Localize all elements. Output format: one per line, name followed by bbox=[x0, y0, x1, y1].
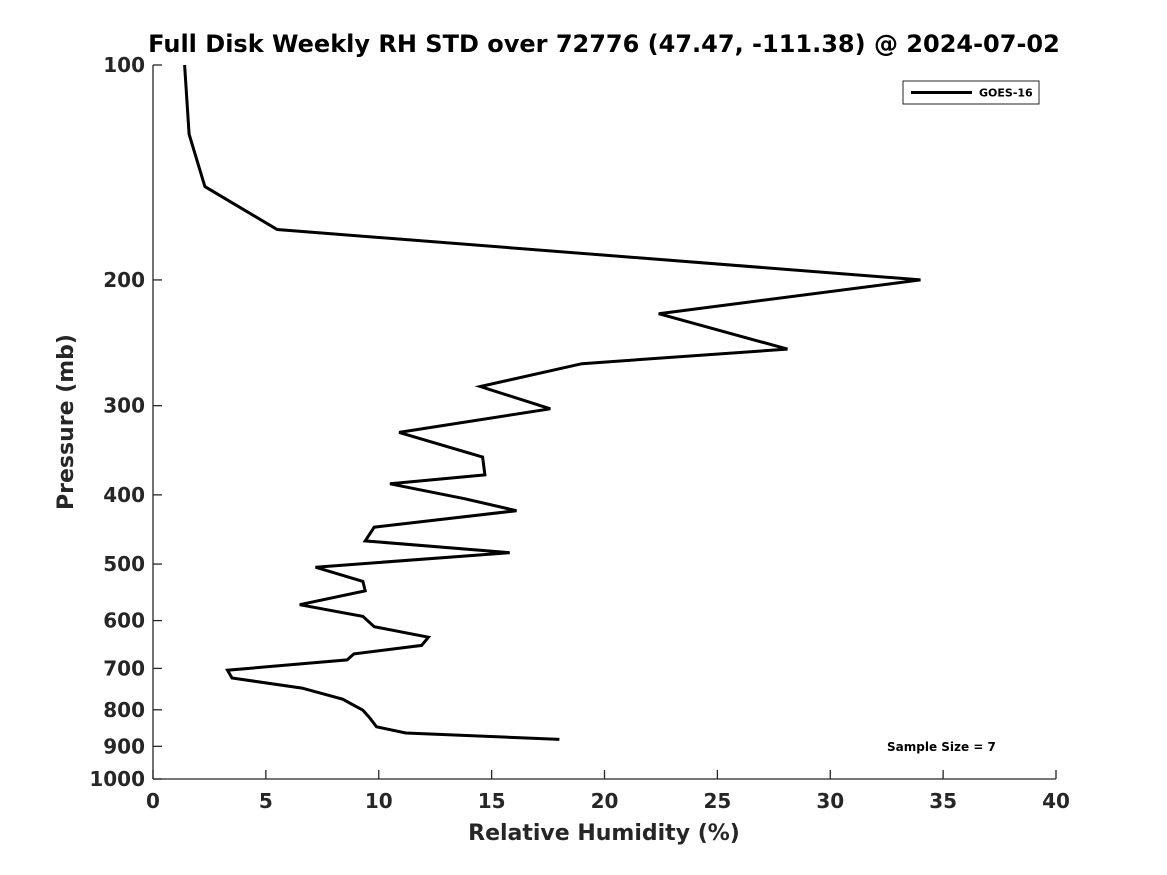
x-tick-label: 40 bbox=[1042, 789, 1070, 813]
y-tick-label: 200 bbox=[103, 268, 145, 292]
x-tick-label: 35 bbox=[929, 789, 957, 813]
y-tick-label: 100 bbox=[103, 53, 145, 77]
y-tick-label: 600 bbox=[103, 609, 145, 633]
x-axis-label: Relative Humidity (%) bbox=[468, 821, 740, 846]
legend-label: GOES-16 bbox=[979, 87, 1033, 100]
x-tick-label: 15 bbox=[478, 789, 506, 813]
y-tick-label: 700 bbox=[103, 656, 145, 680]
y-axis-label: Pressure (mb) bbox=[54, 334, 79, 510]
x-tick-label: 30 bbox=[816, 789, 844, 813]
sample-size-annotation: Sample Size = 7 bbox=[887, 740, 996, 754]
y-tick-label: 900 bbox=[103, 734, 145, 758]
y-ticks: 100 200 300 400 500 600 700 800 900 1000 bbox=[89, 53, 162, 791]
x-tick-label: 10 bbox=[365, 789, 393, 813]
y-tick-label: 800 bbox=[103, 698, 145, 722]
x-tick-label: 25 bbox=[703, 789, 731, 813]
y-tick-label: 500 bbox=[103, 552, 145, 576]
x-tick-label: 5 bbox=[259, 789, 273, 813]
x-tick-label: 20 bbox=[591, 789, 619, 813]
y-tick-label: 1000 bbox=[89, 767, 145, 791]
x-tick-label: 0 bbox=[146, 789, 160, 813]
chart-title: Full Disk Weekly RH STD over 72776 (47.4… bbox=[148, 30, 1060, 58]
legend: GOES-16 bbox=[902, 80, 1040, 105]
y-tick-label: 300 bbox=[103, 394, 145, 418]
y-tick-label: 400 bbox=[103, 483, 145, 507]
series-line-goes-16 bbox=[183, 64, 921, 741]
x-ticks: 0 5 10 15 20 25 30 35 40 bbox=[146, 770, 1070, 813]
